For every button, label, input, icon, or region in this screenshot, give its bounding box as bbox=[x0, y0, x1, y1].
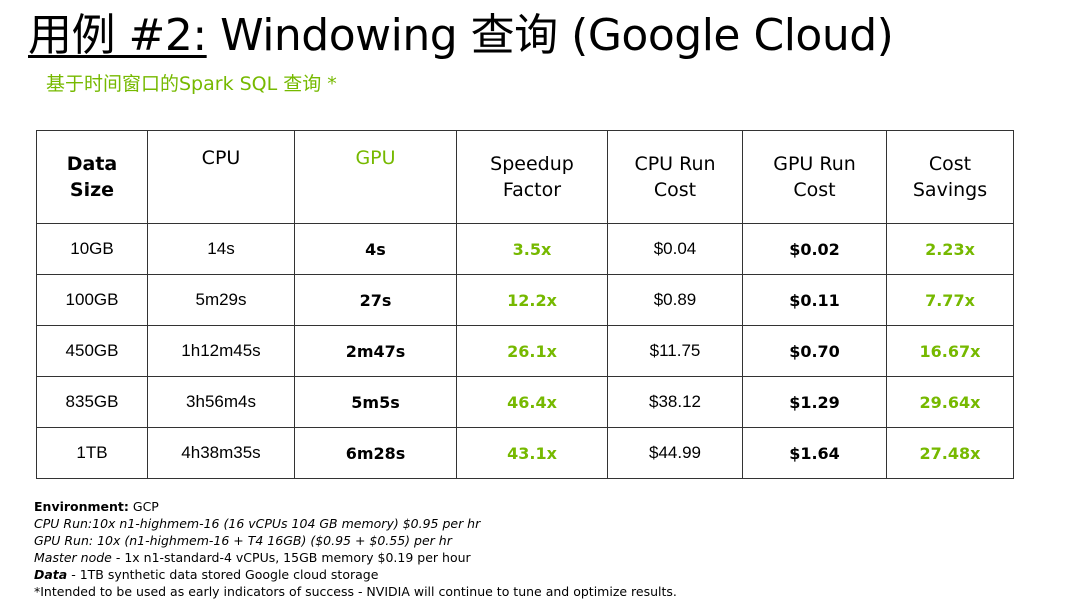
cell-savings: 27.48x bbox=[886, 427, 1014, 479]
title-text: Windowing 查询 (Google Cloud) bbox=[206, 10, 894, 61]
header-gpu: GPU bbox=[294, 130, 457, 224]
cell-gpu-time: 2m47s bbox=[294, 325, 457, 377]
cell-cpu-cost: $0.04 bbox=[607, 223, 743, 275]
cell-speedup: 26.1x bbox=[456, 325, 608, 377]
header-gpu-run-cost: GPU Run Cost bbox=[742, 130, 887, 224]
footnote-master-node: Master node - 1x n1-standard-4 vCPUs, 15… bbox=[34, 550, 471, 565]
cell-cpu-time: 5m29s bbox=[147, 274, 295, 326]
cell-gpu-cost: $1.29 bbox=[742, 376, 887, 428]
table-row: 100GB 5m29s 27s 12.2x $0.89 $0.11 7.77x bbox=[36, 274, 1014, 326]
cell-cpu-time: 1h12m45s bbox=[147, 325, 295, 377]
cell-gpu-cost: $0.11 bbox=[742, 274, 887, 326]
cell-size: 450GB bbox=[36, 325, 148, 377]
footnote-cpu-run: CPU Run:10x n1-highmem-16 (16 vCPUs 104 … bbox=[34, 516, 481, 531]
slide-subtitle: 基于时间窗口的Spark SQL 查询 * bbox=[46, 73, 337, 95]
table-row: 1TB 4h38m35s 6m28s 43.1x $44.99 $1.64 27… bbox=[36, 427, 1014, 479]
cell-gpu-cost: $1.64 bbox=[742, 427, 887, 479]
table-row: 10GB 14s 4s 3.5x $0.04 $0.02 2.23x bbox=[36, 223, 1014, 275]
cell-cpu-cost: $38.12 bbox=[607, 376, 743, 428]
cell-cpu-cost: $11.75 bbox=[607, 325, 743, 377]
cell-cpu-cost: $0.89 bbox=[607, 274, 743, 326]
footnotes: Environment: GCP CPU Run:10x n1-highmem-… bbox=[34, 498, 677, 600]
cell-size: 835GB bbox=[36, 376, 148, 428]
cell-cpu-time: 3h56m4s bbox=[147, 376, 295, 428]
cell-speedup: 46.4x bbox=[456, 376, 608, 428]
cell-size: 1TB bbox=[36, 427, 148, 479]
header-data-size: Data Size bbox=[36, 130, 148, 224]
cell-gpu-cost: $0.70 bbox=[742, 325, 887, 377]
table-row: 450GB 1h12m45s 2m47s 26.1x $11.75 $0.70 … bbox=[36, 325, 1014, 377]
table-row: 835GB 3h56m4s 5m5s 46.4x $38.12 $1.29 29… bbox=[36, 376, 1014, 428]
slide-title: 用例 #2: Windowing 查询 (Google Cloud) bbox=[28, 6, 894, 66]
title-prefix: 用例 #2: bbox=[28, 10, 207, 61]
header-cpu-run-cost: CPU Run Cost bbox=[607, 130, 743, 224]
footnote-disclaimer: *Intended to be used as early indicators… bbox=[34, 584, 677, 599]
cell-cpu-cost: $44.99 bbox=[607, 427, 743, 479]
cell-speedup: 12.2x bbox=[456, 274, 608, 326]
benchmark-table: Data Size CPU GPU Speedup Factor CPU Run Co… bbox=[36, 130, 1014, 479]
cell-gpu-time: 6m28s bbox=[294, 427, 457, 479]
cell-gpu-time: 27s bbox=[294, 274, 457, 326]
cell-gpu-time: 5m5s bbox=[294, 376, 457, 428]
cell-gpu-time: 4s bbox=[294, 223, 457, 275]
cell-gpu-cost: $0.02 bbox=[742, 223, 887, 275]
footnote-environment: Environment: GCP bbox=[34, 499, 159, 514]
cell-savings: 2.23x bbox=[886, 223, 1014, 275]
cell-savings: 7.77x bbox=[886, 274, 1014, 326]
cell-speedup: 3.5x bbox=[456, 223, 608, 275]
header-cost-savings: Cost Savings bbox=[886, 130, 1014, 224]
cell-cpu-time: 14s bbox=[147, 223, 295, 275]
footnote-data: Data - 1TB synthetic data stored Google … bbox=[34, 567, 379, 582]
cell-savings: 16.67x bbox=[886, 325, 1014, 377]
cell-savings: 29.64x bbox=[886, 376, 1014, 428]
cell-size: 10GB bbox=[36, 223, 148, 275]
cell-cpu-time: 4h38m35s bbox=[147, 427, 295, 479]
header-cpu: CPU bbox=[147, 130, 295, 224]
cell-size: 100GB bbox=[36, 274, 148, 326]
footnote-gpu-run: GPU Run: 10x (n1-highmem-16 + T4 16GB) (… bbox=[34, 533, 452, 548]
header-speedup-factor: Speedup Factor bbox=[456, 130, 608, 224]
table-header-row: Data Size CPU GPU Speedup Factor CPU Run Co… bbox=[36, 130, 1014, 224]
cell-speedup: 43.1x bbox=[456, 427, 608, 479]
